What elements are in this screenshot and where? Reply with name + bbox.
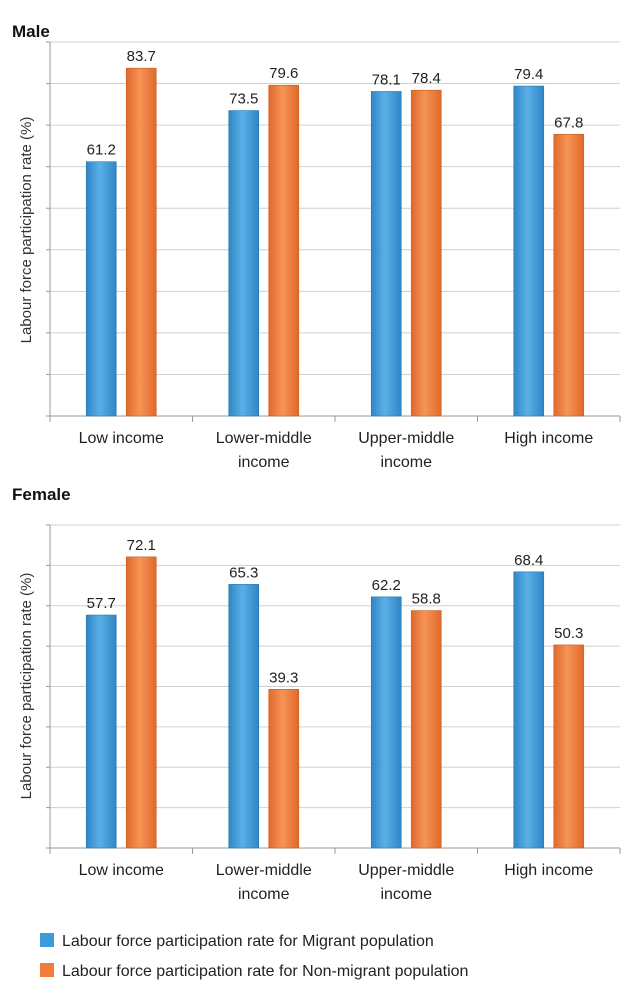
bar — [370, 596, 402, 849]
data-label: 57.7 — [87, 595, 116, 612]
bar — [553, 644, 585, 849]
panel-title: Male — [12, 22, 50, 41]
bar — [85, 161, 117, 417]
x-tick-label: Low income — [79, 430, 164, 447]
bar — [228, 584, 260, 849]
data-label: 78.1 — [372, 71, 401, 88]
data-label: 73.5 — [229, 91, 258, 108]
data-label: 39.3 — [269, 669, 298, 686]
x-tick-label: income — [380, 454, 432, 471]
x-tick-label: Upper-middle — [358, 430, 454, 447]
x-tick-label: income — [238, 454, 290, 471]
data-label: 62.2 — [372, 577, 401, 594]
data-label: 50.3 — [554, 625, 583, 642]
x-tick-label: Lower-middle — [216, 862, 312, 879]
x-tick-label: High income — [504, 862, 593, 879]
panel-title: Female — [12, 485, 71, 504]
legend-swatch — [40, 963, 54, 977]
legend-label: Labour force participation rate for Migr… — [62, 933, 434, 950]
x-tick-label: Low income — [79, 862, 164, 879]
bar — [553, 133, 585, 417]
data-label: 58.8 — [412, 591, 441, 608]
legend-label: Labour force participation rate for Non-… — [62, 963, 468, 980]
bar — [370, 91, 402, 417]
x-tick-label: High income — [504, 430, 593, 447]
data-label: 72.1 — [127, 537, 156, 554]
bar — [85, 614, 117, 849]
data-label: 65.3 — [229, 564, 258, 581]
x-tick-label: Lower-middle — [216, 430, 312, 447]
x-tick-label: income — [380, 886, 432, 903]
bar — [125, 67, 157, 417]
y-axis-label: Labour force participation rate (%) — [18, 573, 35, 800]
y-axis-label: Labour force participation rate (%) — [18, 117, 35, 344]
legend-swatch — [40, 933, 54, 947]
bar — [125, 556, 157, 849]
bar — [513, 571, 545, 849]
bar — [410, 610, 442, 849]
data-label: 67.8 — [554, 114, 583, 131]
data-label: 78.4 — [412, 70, 441, 87]
x-tick-label: income — [238, 886, 290, 903]
bar — [513, 85, 545, 417]
data-label: 61.2 — [87, 142, 116, 159]
data-label: 83.7 — [127, 48, 156, 65]
bar — [268, 689, 300, 849]
data-label: 79.4 — [514, 66, 543, 83]
x-tick-label: Upper-middle — [358, 862, 454, 879]
data-label: 68.4 — [514, 552, 543, 569]
bar — [410, 89, 442, 417]
bar — [228, 110, 260, 417]
bar — [268, 84, 300, 417]
data-label: 79.6 — [269, 65, 298, 82]
